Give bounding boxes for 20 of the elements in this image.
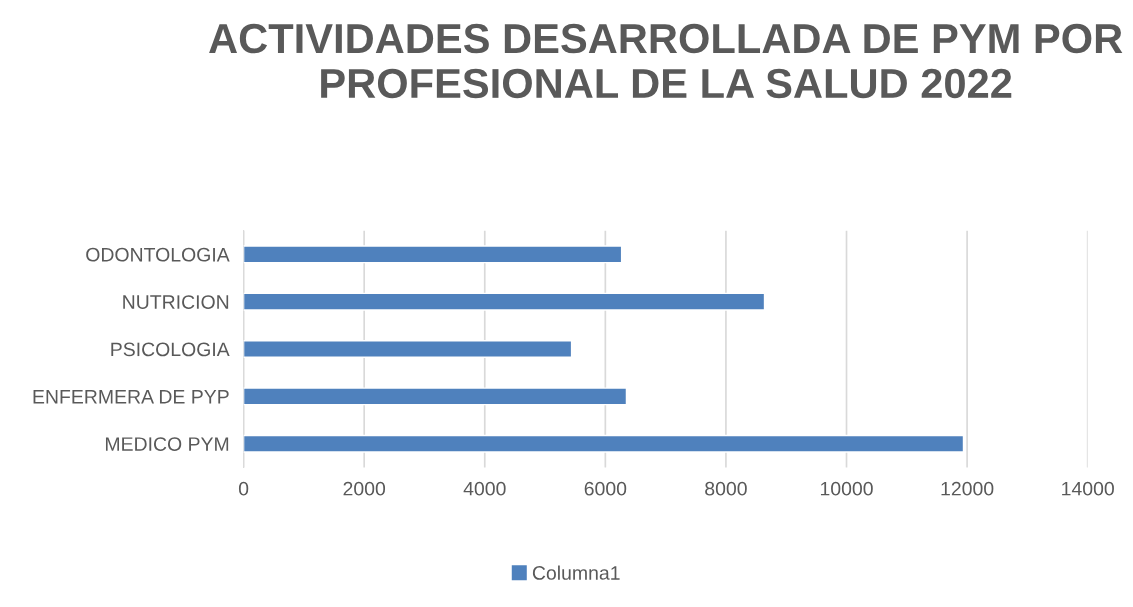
y-tick-label: NUTRICION [123, 295, 229, 309]
bar [243, 387, 628, 406]
x-tick-label: 8000 [705, 481, 747, 496]
bar [243, 245, 623, 264]
x-tick-label: 12000 [941, 481, 994, 496]
y-tick-label: ODONTOLOGIA [86, 247, 230, 262]
x-tick-label: 14000 [1062, 481, 1114, 496]
y-tick-label: ENFERMERA DE PYP [33, 390, 229, 404]
bar [243, 292, 766, 311]
x-tick-label: 10000 [820, 481, 873, 496]
x-tick-label: 2000 [343, 481, 386, 496]
bar [243, 434, 965, 453]
legend-label: Columna1 [532, 565, 620, 580]
x-tick-label: 0 [238, 481, 249, 496]
y-tick-label: MEDICO PYM [105, 437, 229, 451]
chart-title: ACTIVIDADES DESARROLLADA DE PYM POR PROFESIONAL DE LA SALUD 2022 [209, 23, 1123, 99]
bar [243, 340, 573, 359]
x-tick-label: 4000 [463, 481, 506, 496]
x-tick-label: 6000 [584, 481, 627, 496]
y-tick-label: PSICOLOGIA [111, 342, 230, 357]
